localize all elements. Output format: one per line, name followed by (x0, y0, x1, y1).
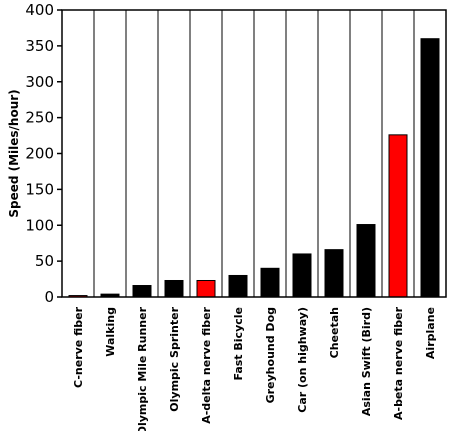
bar (260, 267, 280, 298)
x-category-label: Airplane (424, 307, 437, 359)
x-category-label: A-delta nerve fiber (200, 306, 213, 423)
bar (228, 274, 248, 298)
y-tick-label: 200 (25, 145, 54, 163)
bar (324, 249, 344, 298)
y-tick-label: 50 (35, 252, 54, 270)
bar (292, 253, 312, 298)
x-category-label: Greyhound Dog (264, 307, 277, 403)
y-tick-label: 400 (25, 1, 54, 19)
x-category-label: Olympic Mile Runner (136, 306, 149, 431)
y-axis-title: Speed (Miles/hour) (7, 89, 21, 217)
y-tick-label: 300 (25, 73, 54, 91)
bar (132, 285, 152, 298)
x-category-label: Fast Bicycle (232, 307, 245, 381)
x-category-label: Olympic Sprinter (168, 306, 181, 411)
bar (196, 279, 216, 298)
x-category-label: A-beta nerve fiber (392, 306, 405, 420)
category-dividers (93, 10, 415, 297)
y-tick-label: 0 (44, 288, 54, 306)
x-category-label: Car (on highway) (296, 307, 309, 413)
bar (164, 279, 184, 298)
y-tick-label: 150 (25, 180, 54, 198)
bar (420, 38, 440, 298)
x-category-label: Asian Swift (Bird) (360, 307, 373, 416)
plot-frame (61, 9, 447, 298)
x-category-label: Walking (104, 307, 117, 357)
x-axis-category-labels: C-nerve fiber Walking Olympic Mile Runner O… (72, 306, 437, 431)
y-tick-label: 350 (25, 37, 54, 55)
x-category-label: Cheetah (328, 307, 341, 358)
x-category-label: C-nerve fiber (72, 306, 85, 388)
y-tick-label: 100 (25, 216, 54, 234)
bar (356, 224, 376, 298)
y-tick-label: 250 (25, 109, 54, 127)
bar (388, 134, 408, 298)
y-axis-ticks: 0 50 100 150 200 250 300 350 400 (25, 1, 62, 306)
